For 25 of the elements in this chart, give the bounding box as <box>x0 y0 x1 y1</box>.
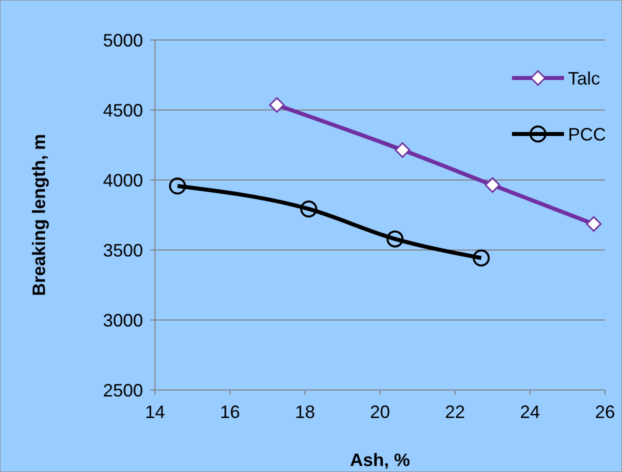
y-tick-label: 4000 <box>102 170 143 190</box>
y-tick-label: 4500 <box>102 100 143 120</box>
x-tick-label: 16 <box>220 402 240 422</box>
point <box>472 249 490 266</box>
point <box>269 97 285 113</box>
point <box>394 142 410 158</box>
point <box>169 178 186 195</box>
x-axis-title: Ash, % <box>350 450 410 470</box>
y-tick-label: 5000 <box>102 30 143 50</box>
point <box>586 216 602 232</box>
point <box>300 200 318 218</box>
point <box>484 177 500 193</box>
x-tick-label: 24 <box>520 402 540 422</box>
legend-label: PCC <box>568 124 606 144</box>
x-tick-label: 14 <box>144 402 166 422</box>
x-tick-label: 20 <box>370 402 390 422</box>
point <box>386 230 404 248</box>
x-tick-label: 22 <box>444 402 466 422</box>
y-tick-label: 2500 <box>102 380 143 400</box>
y-tick-label: 3000 <box>102 310 143 330</box>
x-tick-label: 18 <box>294 402 316 422</box>
y-axis-title: Breaking length, m <box>29 134 49 296</box>
x-tick-label: 26 <box>594 402 616 422</box>
y-tick-label: 3500 <box>102 240 143 260</box>
legend-label: Talc <box>568 68 600 88</box>
